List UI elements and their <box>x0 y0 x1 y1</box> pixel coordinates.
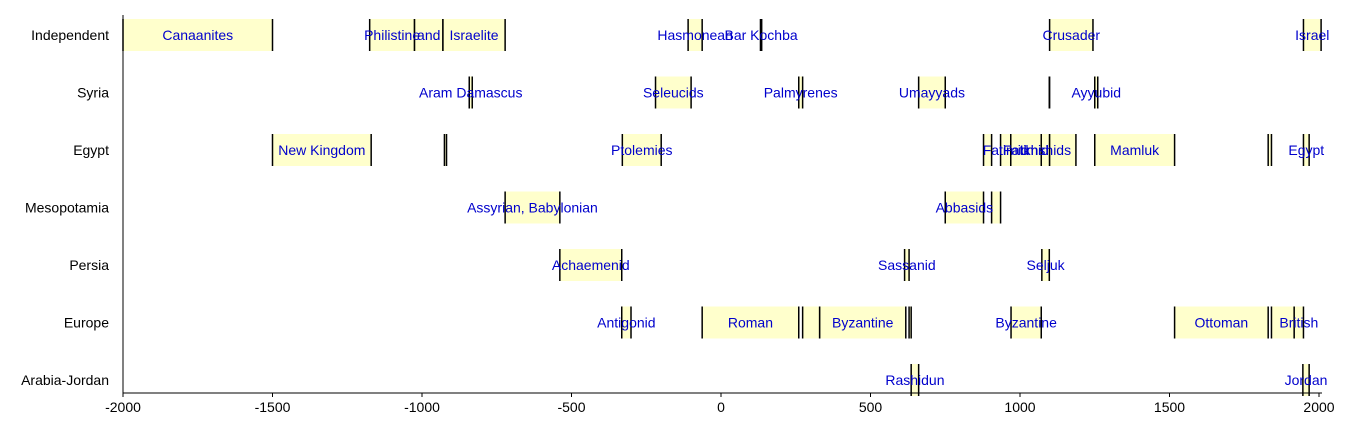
segment-label: Seleucids <box>643 85 704 101</box>
segment-label: Assyrian, Babylonian <box>467 200 598 216</box>
row-label: Mesopotamia <box>25 200 109 216</box>
segment-label: Crusader <box>1042 27 1100 43</box>
segment-label: Antigonid <box>597 315 655 331</box>
timeline-segment <box>688 19 703 51</box>
row-label: Independent <box>31 27 109 43</box>
timeline-segment <box>272 134 372 166</box>
timeline-segment <box>1174 306 1269 339</box>
x-tick-label: 1000 <box>1004 399 1035 415</box>
timeline-segment <box>802 306 820 339</box>
timeline-segment <box>655 76 692 109</box>
timeline-segment <box>123 19 273 51</box>
segment-label: Mamluk <box>1110 142 1160 158</box>
x-tick-label: 0 <box>717 399 725 415</box>
segment-label: British <box>1279 315 1318 331</box>
timeline-segment <box>983 134 992 166</box>
timeline-segment <box>442 19 506 51</box>
segment-label: Ikhshids <box>1020 142 1071 158</box>
timeline-segment <box>469 76 473 109</box>
timeline-segment <box>1049 134 1076 166</box>
segment-label: Canaanites <box>162 27 233 43</box>
timeline-segment <box>622 134 662 166</box>
timeline-segment <box>1271 306 1295 339</box>
row-label: Syria <box>77 85 109 101</box>
timeline-segment <box>1049 19 1093 51</box>
timeline-segment <box>1302 364 1310 396</box>
timeline-segment <box>414 19 443 51</box>
segment-label: Abbasids <box>936 200 994 216</box>
segment-label: Achaemenid <box>552 257 630 273</box>
segment-label: Umayyads <box>899 85 965 101</box>
timeline-segment <box>1094 76 1098 109</box>
segment-label: Roman <box>728 315 773 331</box>
timeline-segment <box>991 191 1001 224</box>
row-label: Arabia-Jordan <box>21 372 109 388</box>
timeline-segment <box>918 76 946 109</box>
segment-label: Egypt <box>1288 142 1324 158</box>
timeline-segment <box>1041 249 1050 281</box>
timeline-segment <box>444 134 447 166</box>
timeline-segment <box>1294 306 1304 339</box>
timeline-segment <box>904 249 910 281</box>
segment-label: Bar Kochba <box>724 27 797 43</box>
timeline-segment <box>1268 134 1272 166</box>
timeline-segment <box>798 76 803 109</box>
timeline-segment <box>1041 134 1050 166</box>
segment-label: Aram Damascus <box>419 85 522 101</box>
timeline-segment <box>909 306 912 339</box>
segment-label: Ottoman <box>1195 315 1249 331</box>
x-tick-label: 2000 <box>1303 399 1334 415</box>
row-label: Persia <box>69 257 109 273</box>
segment-label: Sassanid <box>878 257 936 273</box>
segment-label: Palmyrenes <box>764 85 838 101</box>
segment-label: Seljuk <box>1027 257 1066 273</box>
timeline-segment <box>1010 134 1042 166</box>
x-tick-label: 500 <box>859 399 883 415</box>
timeline-segment <box>1303 19 1322 51</box>
row-label: Egypt <box>73 142 109 158</box>
segment-label: Ayyubid <box>1071 85 1121 101</box>
timeline-segment <box>1011 306 1042 339</box>
x-tick-label: -1500 <box>255 399 291 415</box>
row-label: Europe <box>64 315 109 331</box>
segment-label: Philistine <box>364 27 420 43</box>
segment-label: Israelite <box>450 27 499 43</box>
segment-label: Jordan <box>1285 372 1328 388</box>
axis-layer: Independent Syria Egypt Mesopotamia Persia Eu… <box>21 15 1335 415</box>
segment-label: New Kingdom <box>278 142 365 158</box>
timeline-segment <box>621 306 632 339</box>
timeline-segment <box>559 249 622 281</box>
x-tick-label: 1500 <box>1154 399 1185 415</box>
segment-label: Hasmonean <box>657 27 733 43</box>
segment-label: Rashidun <box>885 372 944 388</box>
segment-label: and <box>417 27 440 43</box>
timeline-segment <box>505 191 560 224</box>
timeline-segment <box>702 306 799 339</box>
timeline-segment <box>1303 134 1310 166</box>
segment-label: Israel <box>1295 27 1329 43</box>
timeline-segment <box>945 191 984 224</box>
x-tick-label: -1000 <box>404 399 440 415</box>
x-tick-label: -500 <box>557 399 585 415</box>
segment-label: Fatimid <box>983 142 1029 158</box>
x-tick-label: -2000 <box>105 399 141 415</box>
segment-label: Byzantine <box>832 315 894 331</box>
segment-label: Ptolemies <box>611 142 672 158</box>
timeline-segment <box>911 364 919 396</box>
timeline-segment <box>1094 134 1175 166</box>
segment-label: Byzantine <box>995 315 1057 331</box>
timeline-segment <box>369 19 415 51</box>
timeline-segment <box>819 306 906 339</box>
segments-layer <box>122 19 1322 396</box>
timeline-segment <box>1000 134 1011 166</box>
segment-label: Fatimid <box>1003 142 1049 158</box>
